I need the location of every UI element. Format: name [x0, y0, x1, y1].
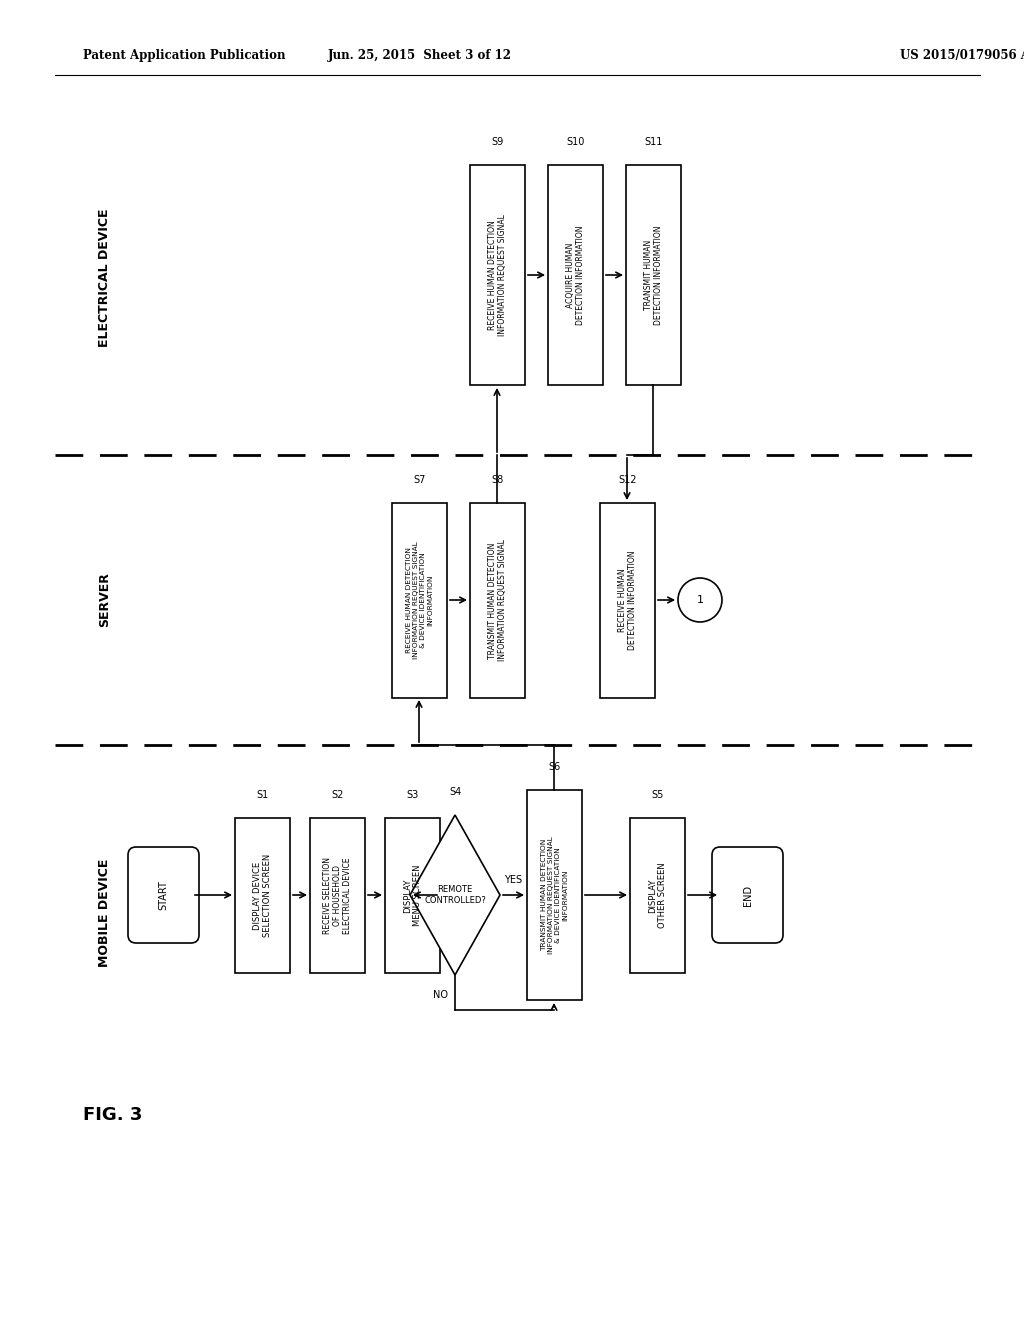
Bar	[600, 503, 655, 698]
Text: S4: S4	[449, 787, 461, 797]
Text: TRANSMIT HUMAN DETECTION
INFORMATION REQUEST SIGNAL: TRANSMIT HUMAN DETECTION INFORMATION REQ…	[487, 540, 507, 661]
Text: RECEIVE HUMAN
DETECTION INFORMATION: RECEIVE HUMAN DETECTION INFORMATION	[617, 550, 637, 651]
Bar	[310, 818, 365, 973]
Text: END: END	[742, 884, 753, 906]
Bar	[385, 818, 440, 973]
Bar	[548, 165, 603, 385]
Text: S6: S6	[549, 762, 560, 772]
Bar	[527, 789, 582, 1001]
Text: S12: S12	[618, 475, 637, 484]
Bar	[626, 165, 681, 385]
Bar	[234, 818, 290, 973]
Text: S3: S3	[407, 789, 419, 800]
Text: TRANSMIT HUMAN DETECTION
INFORMATION REQUEST SIGNAL
& DEVICE IDENTIFICATION
INFO: TRANSMIT HUMAN DETECTION INFORMATION REQ…	[541, 836, 568, 954]
Text: YES: YES	[505, 875, 522, 884]
Text: 1: 1	[696, 595, 703, 605]
Bar	[470, 503, 525, 698]
Polygon shape	[410, 814, 500, 975]
Text: RECEIVE SELECTION
OF HOUSEHOLD
ELECTRICAL DEVICE: RECEIVE SELECTION OF HOUSEHOLD ELECTRICA…	[323, 857, 352, 935]
Bar	[630, 818, 685, 973]
Text: S5: S5	[651, 789, 664, 800]
Text: START: START	[159, 880, 169, 909]
Text: DISPLAY DEVICE
SELECTION SCREEN: DISPLAY DEVICE SELECTION SCREEN	[253, 854, 272, 937]
Text: FIG. 3: FIG. 3	[83, 1106, 142, 1125]
Text: DISPLAY
MENU SCREEN: DISPLAY MENU SCREEN	[402, 865, 422, 927]
Text: NO: NO	[432, 990, 447, 1001]
Text: S10: S10	[566, 137, 585, 147]
Text: MOBILE DEVICE: MOBILE DEVICE	[98, 858, 112, 966]
Text: S8: S8	[492, 475, 504, 484]
Text: Jun. 25, 2015  Sheet 3 of 12: Jun. 25, 2015 Sheet 3 of 12	[328, 49, 512, 62]
FancyBboxPatch shape	[128, 847, 199, 942]
Text: REMOTE
CONTROLLED?: REMOTE CONTROLLED?	[424, 886, 486, 904]
Text: S11: S11	[644, 137, 663, 147]
Text: US 2015/0179056 A1: US 2015/0179056 A1	[900, 49, 1024, 62]
Text: S2: S2	[332, 789, 344, 800]
Text: S9: S9	[492, 137, 504, 147]
FancyBboxPatch shape	[712, 847, 783, 942]
Bar	[470, 165, 525, 385]
Text: RECEIVE HUMAN DETECTION
INFORMATION REQUEST SIGNAL
& DEVICE IDENTIFICATION
INFOR: RECEIVE HUMAN DETECTION INFORMATION REQU…	[406, 541, 433, 660]
Text: TRANSMIT HUMAN
DETECTION INFORMATION: TRANSMIT HUMAN DETECTION INFORMATION	[644, 226, 664, 325]
Text: ELECTRICAL DEVICE: ELECTRICAL DEVICE	[98, 209, 112, 347]
Text: S1: S1	[256, 789, 268, 800]
Text: RECEIVE HUMAN DETECTION
INFORMATION REQUEST SIGNAL: RECEIVE HUMAN DETECTION INFORMATION REQU…	[487, 214, 507, 335]
Text: DISPLAY
OTHER SCREEN: DISPLAY OTHER SCREEN	[648, 863, 668, 928]
Text: ACQUIRE HUMAN
DETECTION INFORMATION: ACQUIRE HUMAN DETECTION INFORMATION	[566, 226, 585, 325]
Text: S7: S7	[414, 475, 426, 484]
Text: Patent Application Publication: Patent Application Publication	[83, 49, 286, 62]
Text: SERVER: SERVER	[98, 573, 112, 627]
Bar	[392, 503, 447, 698]
